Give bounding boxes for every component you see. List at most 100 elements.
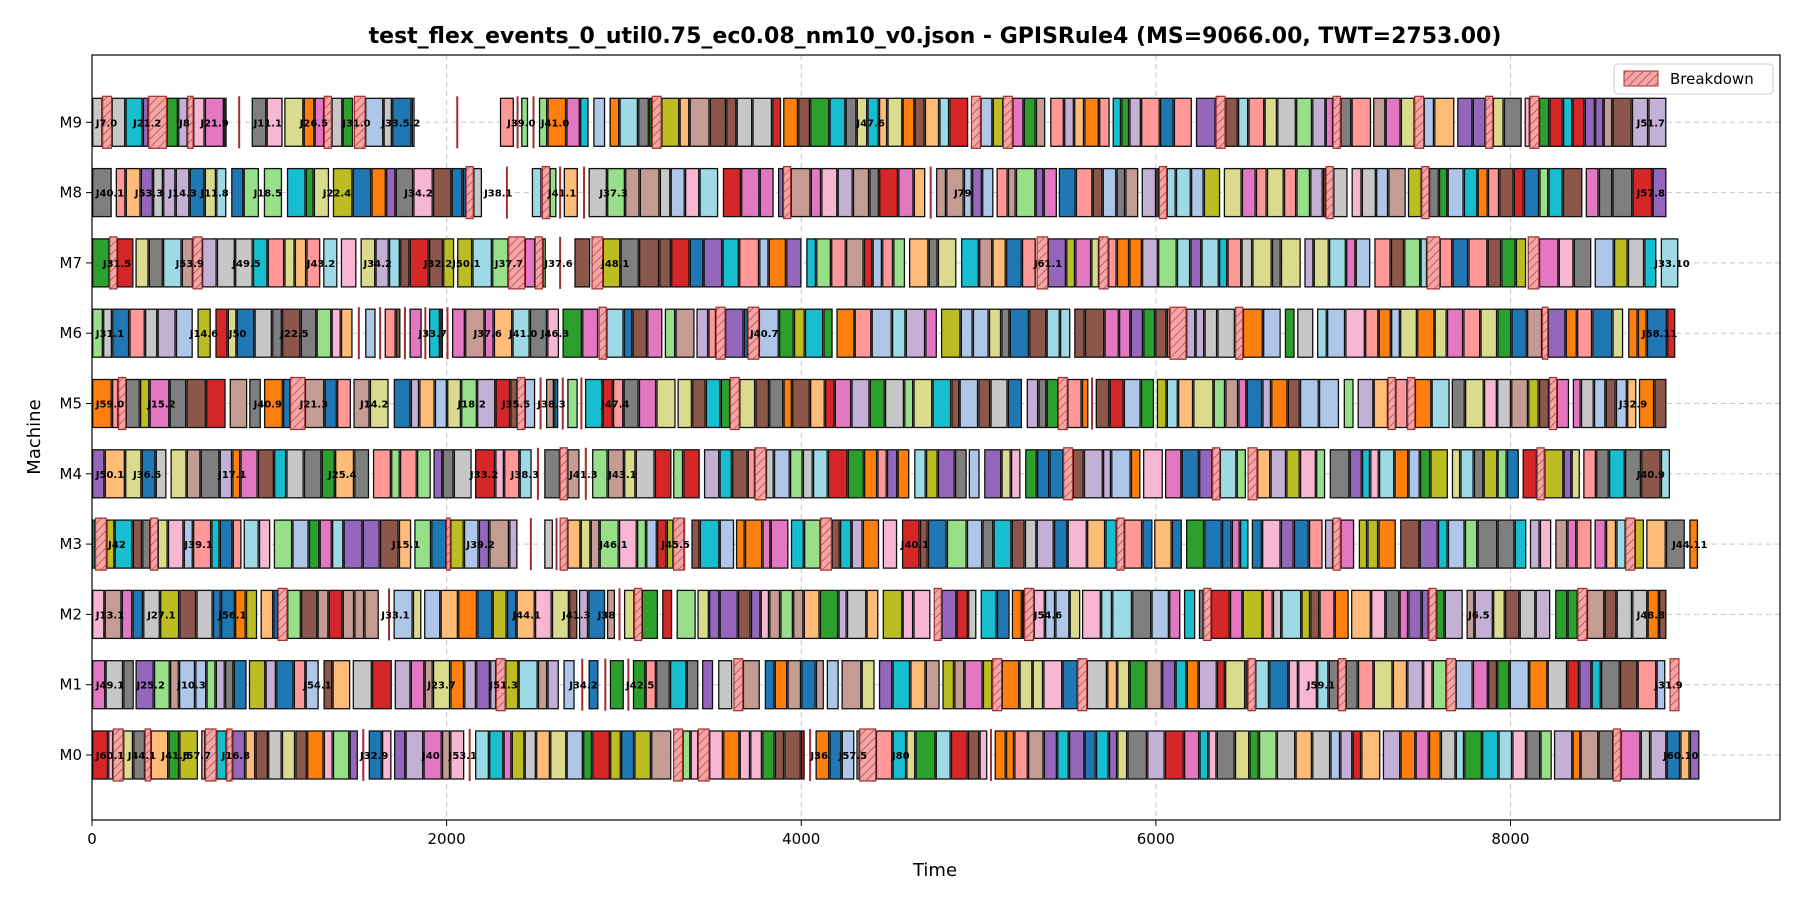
operation-bar: [141, 449, 156, 499]
operation-bar: [186, 378, 206, 429]
operation-label: J41.0: [508, 329, 537, 340]
operation-bar: [135, 660, 154, 710]
operation-bar: [566, 97, 580, 147]
operation-bar: [112, 308, 130, 358]
operation-bar: [705, 378, 721, 429]
operation-label: J60.1: [95, 751, 124, 762]
operation-bar: [1234, 730, 1250, 780]
operation-bar: [662, 589, 673, 640]
operation-bar: [1400, 519, 1420, 569]
operation-bar: [1121, 97, 1130, 147]
operation-bar: [251, 97, 267, 147]
operation-bar: [1572, 730, 1581, 780]
operation-bar: [632, 660, 646, 710]
operation-bar: [651, 730, 672, 780]
operation-bar: [675, 308, 695, 358]
operation-bar: [606, 589, 616, 640]
operation-bar: [657, 519, 667, 569]
operation-bar: [1130, 449, 1141, 499]
operation-bar: [1455, 660, 1473, 710]
operation-bar: [1565, 308, 1577, 358]
operation-label: J41.3: [568, 470, 597, 481]
operation-bar: [618, 519, 637, 569]
operation-bar: [741, 167, 760, 218]
operation-bar: [646, 519, 657, 569]
operation-bar: [1487, 167, 1500, 218]
operation-bar: [1141, 167, 1157, 218]
operation-bar: [1199, 449, 1213, 499]
operation-bar: [1032, 660, 1044, 710]
operation-bar: [1378, 449, 1395, 499]
operation-bar: [433, 449, 443, 499]
operation-bar: [755, 378, 770, 429]
operation-bar: [1522, 449, 1538, 499]
operation-bar: [319, 519, 332, 569]
operation-bar: [233, 660, 247, 710]
operation-bar: [538, 97, 548, 147]
operation-bar: [1420, 238, 1428, 288]
operation-bar: [1146, 660, 1162, 710]
operation-bar: [623, 308, 633, 358]
operation-bar: [1472, 97, 1486, 147]
breakdown-bar: [559, 447, 568, 501]
operation-label: J45.5: [660, 540, 689, 551]
operation-bar: [1062, 660, 1078, 710]
operation-bar: [1067, 378, 1082, 429]
operation-bar: [739, 378, 756, 429]
operation-bar: [841, 660, 862, 710]
operation-bar: [1526, 730, 1541, 780]
operation-bar: [125, 167, 141, 218]
operation-bar: [206, 378, 226, 429]
operation-bar: [1555, 589, 1568, 640]
operation-bar: [1487, 238, 1502, 288]
operation-bar: [882, 589, 903, 640]
operation-bar: [1287, 378, 1300, 429]
breakdown-bar: [970, 95, 981, 149]
operation-bar: [1140, 378, 1155, 429]
operation-bar: [641, 589, 659, 640]
operation-bar: [834, 378, 852, 429]
operation-bar: [1562, 97, 1573, 147]
operation-bar: [1631, 97, 1649, 147]
operation-bar: [580, 519, 591, 569]
operation-bar: [696, 308, 709, 358]
operation-label: J31.9: [1653, 681, 1682, 692]
operation-bar: [742, 660, 760, 710]
operation-bar: [1562, 167, 1583, 218]
operation-bar: [1001, 660, 1020, 710]
operation-bar: [966, 519, 983, 569]
operation-label: J21.3: [299, 400, 328, 411]
operation-label: J32.9: [1618, 400, 1647, 411]
operation-bar: [464, 660, 477, 710]
operation-bar: [1480, 308, 1498, 358]
operation-bar: [416, 449, 431, 499]
operation-bar: [1225, 378, 1239, 429]
operation-bar: [323, 238, 338, 288]
operation-bar: [893, 238, 906, 288]
operation-bar: [829, 730, 842, 780]
operation-bar: [1357, 660, 1374, 710]
operation-bar: [1616, 519, 1626, 569]
operation-bar: [1594, 519, 1606, 569]
operation-bar: [143, 589, 160, 640]
operation-bar: [1632, 589, 1648, 640]
operation-bar: [352, 660, 372, 710]
breakdown-bar: [1387, 376, 1396, 431]
operation-bar: [877, 449, 887, 499]
operation-bar: [1204, 308, 1218, 358]
y-tick-label-m4: M4: [60, 465, 83, 483]
breakdown-bar: [1446, 658, 1457, 712]
operation-bar: [1101, 589, 1113, 640]
operation-bar: [551, 589, 570, 640]
operation-bar: [1236, 449, 1247, 499]
operation-bar: [424, 589, 441, 640]
operation-bar: [793, 589, 804, 640]
operation-bar: [619, 97, 639, 147]
operation-label: J10.3: [176, 681, 205, 692]
operation-bar: [1580, 730, 1599, 780]
breakdown-bar: [992, 658, 1003, 712]
operation-bar: [910, 660, 926, 710]
operation-bar: [869, 167, 879, 218]
operation-label: J37.3: [598, 189, 627, 200]
operation-bar: [516, 589, 535, 640]
